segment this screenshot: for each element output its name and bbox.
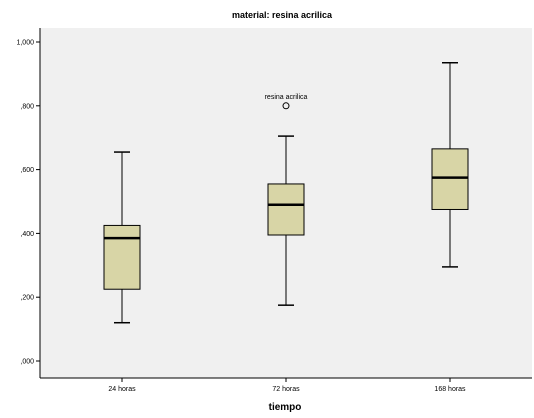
chart-title: material: resina acrilica <box>232 10 333 20</box>
x-tick-label: 72 horas <box>272 386 300 393</box>
y-tick-label: ,600 <box>20 167 34 174</box>
y-tick-label: 1,000 <box>16 40 34 47</box>
iqr-box <box>103 224 141 290</box>
outlier-point <box>282 102 290 110</box>
y-tick-label: ,000 <box>20 359 34 366</box>
y-axis: ,000 ,200 ,400 ,600 ,800 1,000 <box>16 40 40 366</box>
iqr-box <box>267 183 305 236</box>
box-1 <box>103 151 141 324</box>
box-2: resina acrilica <box>265 94 308 306</box>
x-axis-label: tiempo <box>269 402 302 413</box>
y-tick-label: ,800 <box>20 103 34 110</box>
x-tick-label: 168 horas <box>434 386 466 393</box>
boxes-layer: resina acrilica <box>103 61 469 324</box>
box-3 <box>431 61 469 268</box>
iqr-box <box>431 148 469 210</box>
x-axis: 24 horas 72 horas 168 horas <box>108 378 466 393</box>
outlier-label: resina acrilica <box>265 94 308 101</box>
x-tick-label: 24 horas <box>108 386 136 393</box>
y-tick-label: ,200 <box>20 295 34 302</box>
y-tick-label: ,400 <box>20 231 34 238</box>
